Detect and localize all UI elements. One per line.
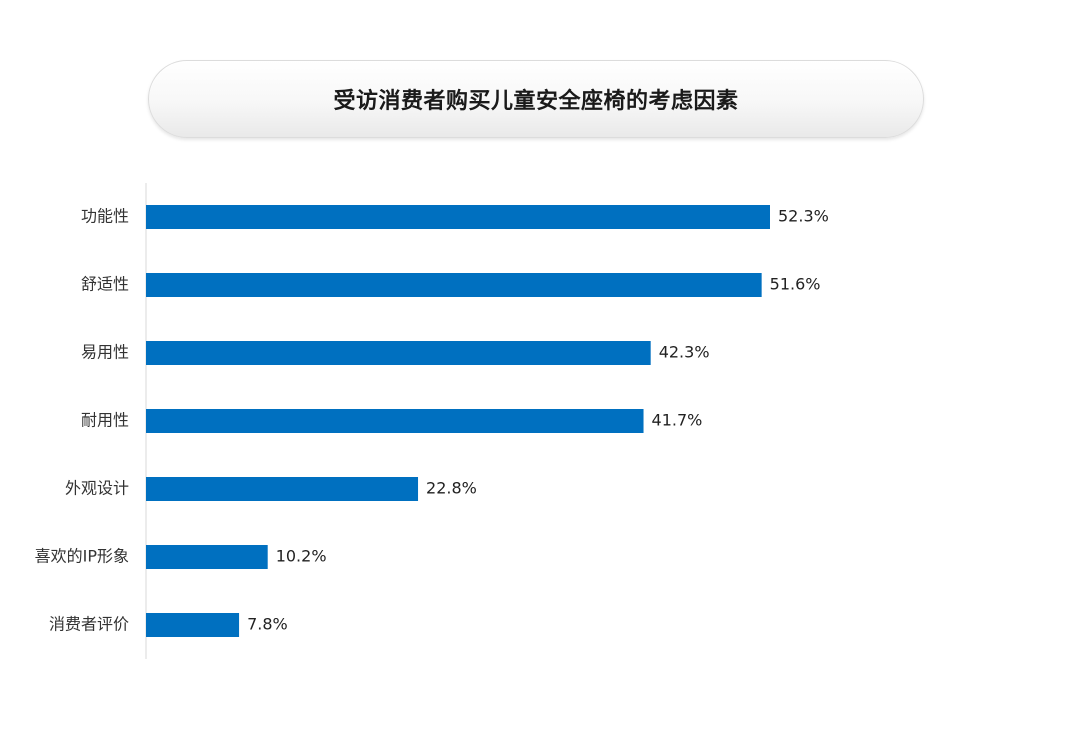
bar <box>146 273 762 297</box>
bar <box>146 205 770 229</box>
bar <box>146 613 240 637</box>
value-label: 52.3% <box>778 207 829 226</box>
bar <box>146 545 268 569</box>
value-label: 51.6% <box>770 275 821 294</box>
category-label: 喜欢的IP形象 <box>35 547 129 566</box>
category-label: 耐用性 <box>81 411 129 430</box>
value-label: 7.8% <box>247 615 288 634</box>
chart-title: 受访消费者购买儿童安全座椅的考虑因素 <box>333 89 739 114</box>
category-label: 功能性 <box>81 207 129 226</box>
category-label: 消费者评价 <box>49 615 129 634</box>
value-label: 10.2% <box>276 547 327 566</box>
value-label: 22.8% <box>426 479 477 498</box>
bar <box>146 477 419 501</box>
category-label: 外观设计 <box>65 479 129 498</box>
bar <box>146 409 644 433</box>
category-label: 易用性 <box>81 343 129 362</box>
bar <box>146 341 651 365</box>
category-label: 舒适性 <box>81 275 129 294</box>
chart-title-banner: 受访消费者购买儿童安全座椅的考虑因素 <box>148 60 924 138</box>
value-label: 42.3% <box>659 343 710 362</box>
value-label: 41.7% <box>652 411 703 430</box>
